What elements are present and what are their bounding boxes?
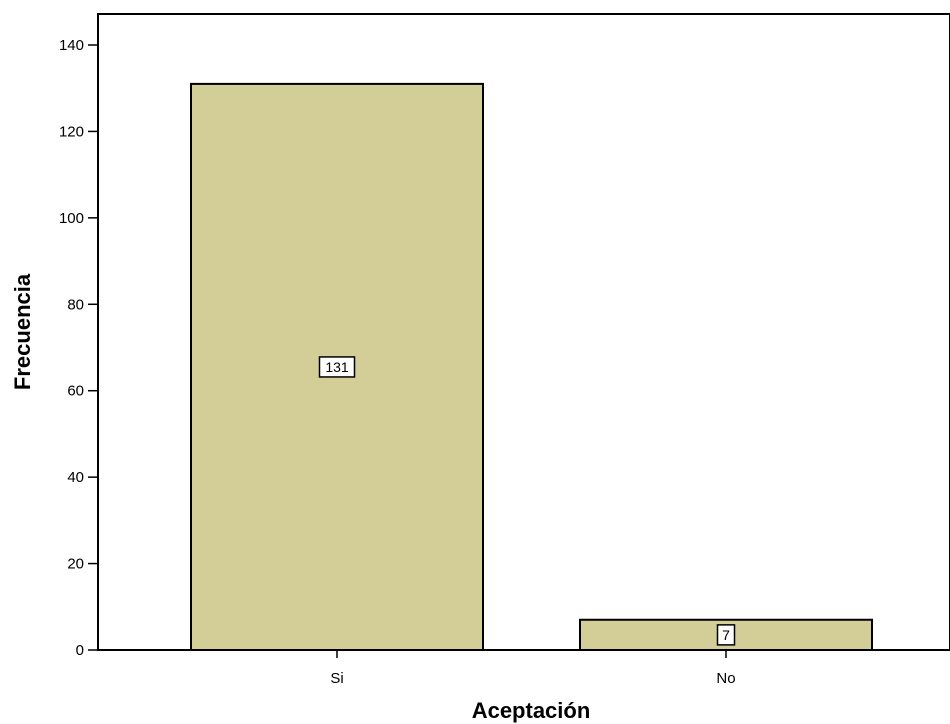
y-tick-label: 120 — [59, 123, 84, 140]
y-tick-label: 140 — [59, 37, 84, 54]
x-axis: Si No — [330, 650, 736, 687]
y-tick-label: 0 — [76, 642, 84, 659]
y-tick-label: 40 — [67, 469, 84, 486]
y-tick-label: 100 — [59, 210, 84, 227]
y-axis: 0 20 40 60 80 100 120 140 — [59, 37, 98, 659]
bars: 131 7 — [190, 82, 873, 651]
y-tick-label: 80 — [67, 296, 84, 313]
y-tick-label: 20 — [67, 556, 84, 573]
x-tick-label: No — [716, 670, 735, 687]
bar-si — [190, 82, 484, 651]
plot-frame — [97, 13, 950, 651]
x-tick-label: Si — [330, 670, 343, 687]
data-label-box — [716, 624, 736, 646]
data-label: 7 — [722, 627, 730, 643]
y-axis-title: Frecuencia — [10, 273, 35, 390]
data-label-box — [318, 356, 356, 378]
y-tick-label: 60 — [67, 383, 84, 400]
data-label: 131 — [325, 359, 349, 375]
x-axis-title: Aceptación — [472, 698, 591, 723]
